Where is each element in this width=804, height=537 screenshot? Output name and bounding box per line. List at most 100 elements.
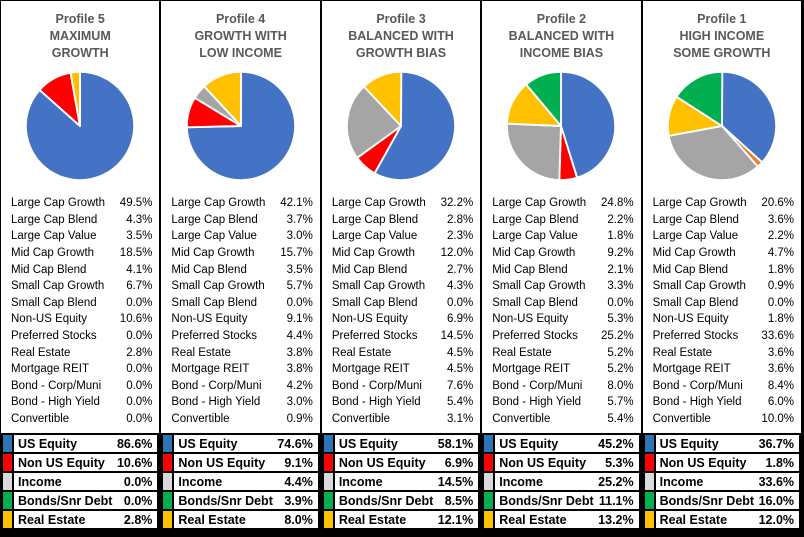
- asset-class-value: 25.2%: [601, 330, 634, 343]
- asset-class-label: Convertible: [11, 413, 70, 426]
- allocation-row: Large Cap Value 2.3%: [332, 228, 473, 245]
- asset-class-value: 4.3%: [447, 280, 474, 293]
- asset-class-value: 4.5%: [447, 346, 474, 359]
- summary-category-value: 25.2%: [598, 474, 634, 489]
- category-color-swatch: [644, 435, 656, 452]
- asset-class-label: Small Cap Blend: [331, 296, 418, 309]
- category-color-swatch: [163, 454, 175, 471]
- asset-class-label: Mid Cap Growth: [652, 247, 736, 260]
- summary-row: US Equity 74.6%: [161, 433, 320, 454]
- summary-category-value: 0.0%: [123, 474, 153, 489]
- profile-column: Profile 3 BALANCED WITH GROWTH BIAS Large…: [321, 1, 483, 537]
- summary-row: Income 25.2%: [482, 471, 641, 492]
- asset-class-label: Large Cap Value: [492, 230, 578, 243]
- profile-title: Profile 3 BALANCED WITH GROWTH BIAS: [326, 11, 476, 63]
- summary-category-value: 33.6%: [758, 474, 795, 489]
- summary-category-label: Non US Equity: [659, 455, 747, 470]
- summary-row: Real Estate 2.8%: [1, 509, 160, 530]
- asset-class-value: 4.5%: [447, 363, 474, 376]
- allocation-row: Bond - High Yield 6.0%: [653, 394, 794, 411]
- category-color-swatch: [3, 454, 14, 471]
- asset-class-value: 3.5%: [126, 230, 153, 243]
- asset-class-value: 10.0%: [761, 413, 795, 426]
- asset-class-label: Real Estate: [11, 346, 71, 359]
- summary-category-label: Real Estate: [338, 512, 407, 527]
- category-color-swatch: [3, 435, 14, 452]
- category-color-swatch: [323, 473, 335, 490]
- asset-class-value: 2.1%: [607, 263, 634, 276]
- summary-category-value: 2.8%: [123, 512, 153, 527]
- allocation-row: Mid Cap Blend 3.5%: [171, 261, 312, 278]
- asset-class-value: 9.1%: [286, 313, 313, 326]
- bottom-border-bar: [1, 530, 803, 537]
- asset-class-value: 5.4%: [447, 396, 474, 409]
- summary-category-label: Income: [18, 474, 62, 489]
- pie-wedge: [675, 70, 724, 127]
- allocation-row: Real Estate 2.8%: [11, 344, 152, 361]
- asset-class-label: Bond - High Yield: [11, 396, 100, 409]
- asset-class-label: Large Cap Growth: [652, 197, 747, 210]
- asset-class-label: Large Cap Value: [171, 230, 257, 243]
- summary-row: Real Estate 8.0%: [161, 509, 320, 530]
- allocation-row: Mortgage REIT 5.2%: [492, 361, 633, 378]
- asset-class-value: 3.5%: [286, 263, 313, 276]
- allocation-row: Small Cap Growth 3.3%: [492, 278, 633, 295]
- asset-class-label: Large Cap Growth: [11, 197, 105, 210]
- pie-wedge: [667, 125, 759, 182]
- profile-title-line: BALANCED WITH: [348, 29, 454, 43]
- asset-class-value: 2.3%: [447, 230, 474, 243]
- allocation-row: Mortgage REIT 3.6%: [653, 361, 794, 378]
- category-color-swatch: [323, 454, 335, 471]
- allocation-row: Small Cap Growth 5.7%: [171, 278, 312, 295]
- allocation-detail-list: Large Cap Growth 42.1% Large Cap Blend 3…: [161, 195, 319, 427]
- summary-category-value: 13.2%: [598, 512, 634, 527]
- summary-category-label: Bonds/Snr Debt: [18, 493, 113, 508]
- asset-class-label: Small Cap Blend: [171, 296, 258, 309]
- allocation-row: Non-US Equity 10.6%: [11, 311, 152, 328]
- asset-class-value: 0.0%: [126, 296, 153, 309]
- allocation-row: Mid Cap Growth 18.5%: [11, 245, 152, 262]
- asset-class-value: 2.2%: [607, 213, 634, 226]
- summary-category-label: Real Estate: [499, 512, 567, 527]
- asset-class-value: 5.7%: [607, 396, 634, 409]
- allocation-row: Small Cap Blend 0.0%: [11, 295, 152, 312]
- asset-class-label: Large Cap Growth: [492, 197, 587, 210]
- category-color-swatch: [484, 435, 496, 452]
- asset-class-label: Mid Cap Growth: [171, 247, 255, 260]
- asset-class-label: Mortgage REIT: [331, 363, 410, 376]
- summary-table: US Equity 36.7% Non US Equity 1.8% Incom…: [642, 433, 802, 530]
- category-color-swatch: [3, 511, 14, 528]
- allocation-row: Bond - High Yield 0.0%: [11, 394, 152, 411]
- allocation-row: Convertible 3.1%: [332, 411, 473, 428]
- summary-row: US Equity 36.7%: [642, 433, 802, 454]
- allocation-row: Large Cap Blend 3.7%: [171, 212, 312, 229]
- allocation-row: Small Cap Blend 0.0%: [332, 295, 473, 312]
- allocation-pie-chart: [25, 70, 136, 182]
- asset-class-label: Preferred Stocks: [492, 330, 578, 343]
- summary-category-label: US Equity: [18, 436, 78, 451]
- summary-row: Non US Equity 10.6%: [1, 452, 160, 473]
- allocation-row: Mortgage REIT 4.5%: [332, 361, 473, 378]
- summary-category-label: US Equity: [178, 436, 238, 451]
- profile-title-line: Profile 4: [215, 12, 266, 26]
- profile-title-line: SOME GROWTH: [673, 46, 771, 60]
- asset-class-value: 8.4%: [767, 379, 795, 392]
- asset-class-label: Bond - Corp/Muni: [492, 379, 583, 392]
- allocation-row: Real Estate 3.8%: [171, 344, 312, 361]
- allocation-pie-chart: [345, 70, 457, 182]
- asset-class-value: 1.8%: [607, 230, 634, 243]
- asset-class-label: Bond - Corp/Muni: [171, 379, 262, 392]
- allocation-row: Mortgage REIT 0.0%: [11, 361, 152, 378]
- asset-class-label: Small Cap Growth: [11, 280, 105, 293]
- profile-title-line: Profile 5: [55, 12, 105, 26]
- asset-class-label: Mortgage REIT: [11, 363, 89, 376]
- allocation-row: Small Cap Growth 0.9%: [653, 278, 794, 295]
- asset-class-label: Convertible: [492, 413, 551, 426]
- asset-class-label: Large Cap Value: [331, 230, 418, 243]
- summary-row: Real Estate 13.2%: [482, 509, 641, 530]
- asset-class-value: 0.0%: [767, 296, 795, 309]
- summary-row: US Equity 86.6%: [1, 433, 160, 454]
- pie-wedge: [202, 70, 242, 127]
- allocation-row: Large Cap Value 2.2%: [653, 228, 794, 245]
